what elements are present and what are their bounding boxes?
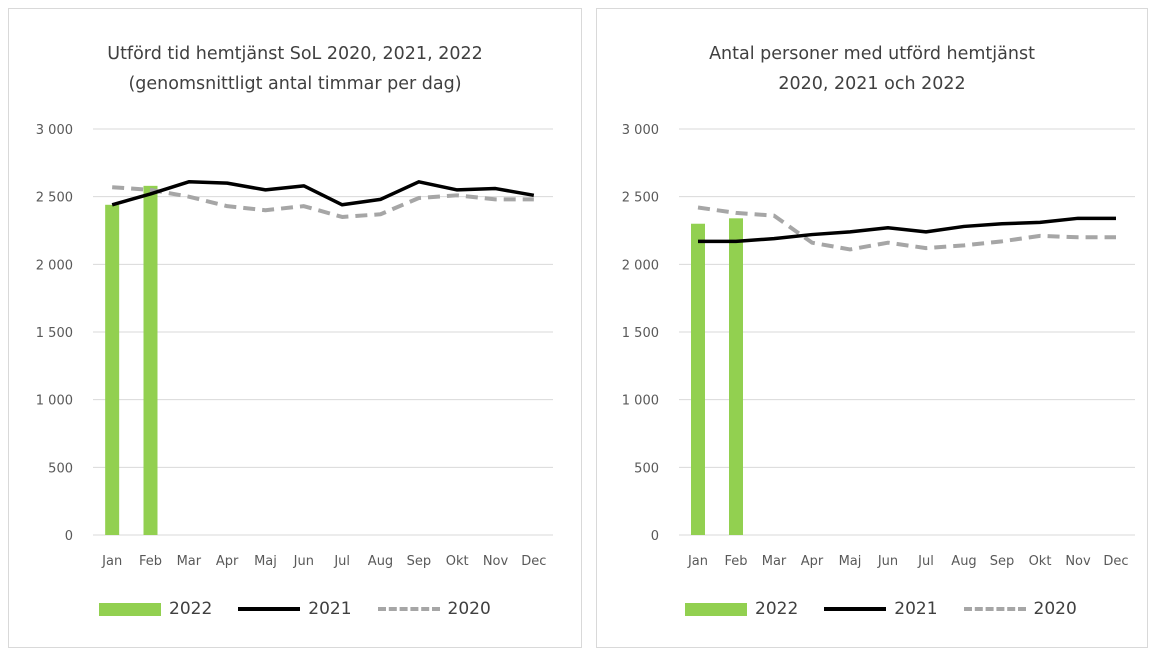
series-line-2020 (697, 205, 1116, 252)
x-tick-label: Jul (333, 554, 350, 569)
x-tick-label: Dec (1103, 554, 1128, 569)
legend-label: 2021 (308, 599, 352, 619)
legend-label: 2020 (1033, 599, 1077, 619)
legend-swatch-line (824, 607, 887, 611)
legend-swatch-line (238, 607, 301, 611)
x-tick-label: Sep (990, 554, 1015, 569)
x-tick-label: Okt (446, 554, 469, 569)
chart-panel-right: Antal personer med utförd hemtjänst 2020… (596, 8, 1148, 648)
chart-title-line-1: Utförd tid hemtjänst SoL 2020, 2021, 202… (107, 44, 483, 64)
x-tick-label: Feb (724, 554, 747, 569)
y-tick-label: 1 000 (36, 394, 73, 409)
y-tick-label: 2 000 (622, 258, 659, 273)
y-tick-label: 500 (634, 461, 659, 476)
x-tick-label: Apr (801, 554, 824, 569)
chart-title: Utförd tid hemtjänst SoL 2020, 2021, 202… (9, 39, 581, 99)
legend-label: 2020 (447, 599, 491, 619)
bar-feb (729, 218, 743, 535)
bar-jan (105, 204, 120, 535)
legend-label: 2022 (169, 599, 213, 619)
legend-item-2021: 2021 (824, 599, 938, 619)
legend-item-2020: 2020 (377, 599, 491, 619)
x-tick-label: Aug (951, 554, 976, 569)
legend-item-2022: 2022 (685, 599, 798, 619)
x-tick-label: Aug (368, 554, 393, 569)
series-line-2020 (112, 185, 534, 219)
bar-feb (143, 185, 158, 535)
y-tick-label: 1 500 (36, 326, 73, 341)
y-tick-label: 500 (48, 461, 73, 476)
x-tick-label: Jun (293, 554, 314, 569)
x-tick-label: Jun (877, 554, 898, 569)
chart-plot-area: 0 500 1 000 1 500 2 000 2 500 3 000 Jan Feb Mar Ap… (36, 123, 553, 569)
x-tick-label: Jan (101, 554, 122, 569)
y-tick-label: 1 000 (622, 394, 659, 409)
x-tick-label: Okt (1029, 554, 1052, 569)
legend-swatch-bar (685, 602, 747, 616)
legend-label: 2022 (755, 599, 799, 619)
x-tick-label: Feb (139, 554, 162, 569)
y-tick-label: 2 500 (36, 191, 73, 206)
chart-title: Antal personer med utförd hemtjänst 2020… (597, 39, 1147, 99)
chart-title-line-2: 2020, 2021 och 2022 (778, 74, 966, 94)
x-tick-label: Maj (839, 554, 862, 569)
chart-title-line-1: Antal personer med utförd hemtjänst (709, 44, 1035, 64)
chart-title-line-2: (genomsnittligt antal timmar per dag) (128, 74, 462, 94)
legend-item-2020: 2020 (963, 599, 1077, 619)
series-line-2021 (698, 216, 1116, 244)
x-tick-label: Mar (177, 554, 202, 569)
legend-label: 2021 (894, 599, 938, 619)
bar-jan (691, 223, 705, 535)
chart-plot-area: 0 500 1 000 1 500 2 000 2 500 3 000 Jan Feb Mar Ap… (622, 123, 1135, 569)
y-tick-label: 1 500 (622, 326, 659, 341)
legend-item-2021: 2021 (238, 599, 352, 619)
series-line-2021 (111, 180, 535, 207)
x-tick-label: Sep (407, 554, 432, 569)
x-tick-label: Dec (521, 554, 546, 569)
legend-swatch-dashed (963, 607, 1026, 611)
y-tick-label: 2 000 (36, 258, 73, 273)
x-tick-label: Apr (216, 554, 239, 569)
y-tick-label: 2 500 (622, 191, 659, 206)
chart-panel-left: Utförd tid hemtjänst SoL 2020, 2021, 202… (8, 8, 582, 648)
legend-swatch-dashed (377, 607, 440, 611)
y-tick-label: 0 (65, 529, 73, 544)
x-tick-label: Jan (687, 554, 708, 569)
legend-swatch-bar (99, 602, 161, 616)
chart-legend: 2022 2021 2020 (99, 597, 517, 621)
legend-item-2022: 2022 (99, 599, 212, 619)
y-tick-label: 0 (651, 529, 659, 544)
x-tick-label: Jul (917, 554, 934, 569)
chart-legend: 2022 2021 2020 (685, 597, 1103, 621)
x-tick-label: Maj (254, 554, 277, 569)
y-tick-label: 3 000 (36, 123, 73, 138)
x-tick-label: Mar (762, 554, 787, 569)
y-tick-label: 3 000 (622, 123, 659, 138)
x-tick-label: Nov (483, 554, 509, 569)
x-tick-label: Nov (1065, 554, 1091, 569)
